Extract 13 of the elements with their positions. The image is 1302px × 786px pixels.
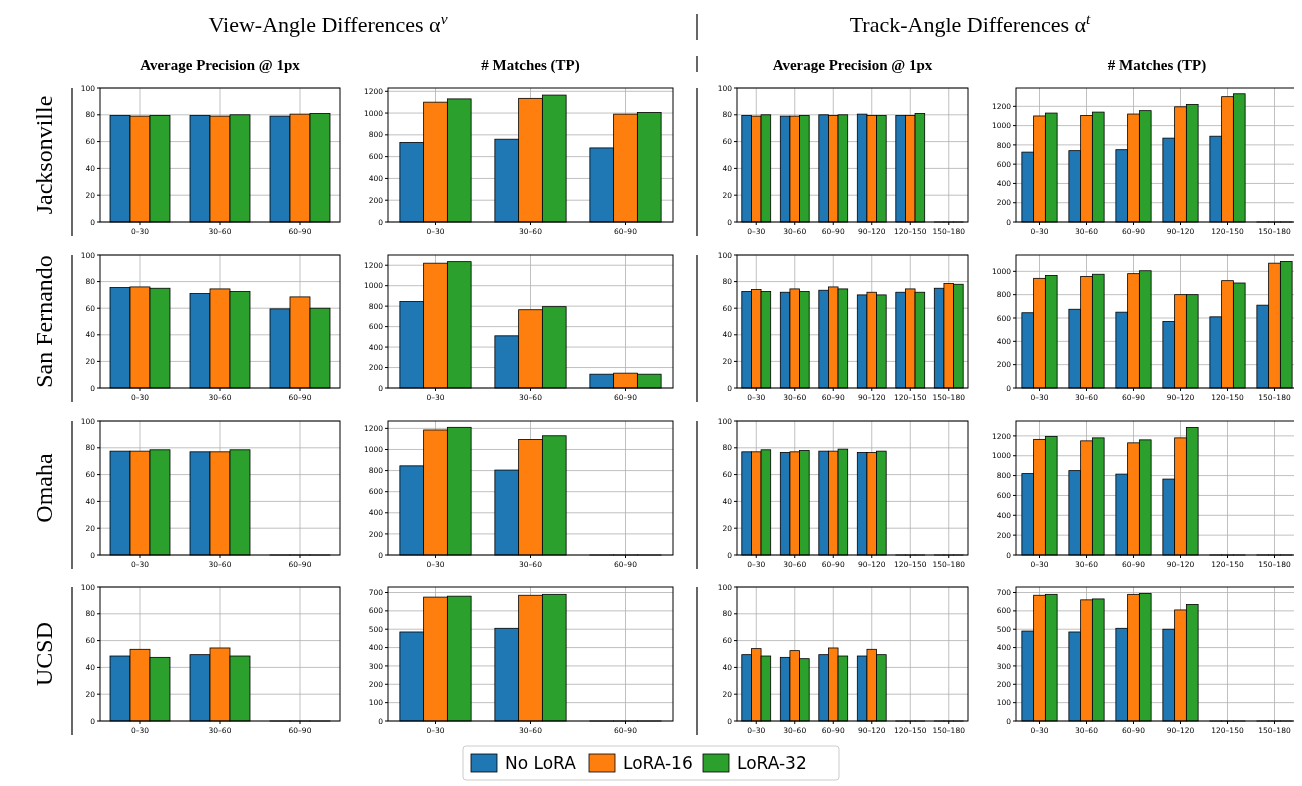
chart-title: # Matches (TP) [1107, 57, 1207, 74]
y-axis-title: San Fernando [31, 255, 57, 388]
chart-title: # Matches (TP) [481, 57, 580, 74]
y-axis-title: Jacksonville [31, 95, 57, 215]
chart-title: Average Precision @ 1px [140, 57, 301, 73]
legend-label: LoRA-16 [623, 753, 693, 773]
chart-title: Average Precision @ 1px [772, 57, 933, 73]
text: View-Angle Differences α$^{v}$ [208, 9, 448, 37]
legend-label: LoRA-32 [737, 753, 807, 773]
text: Track-Angle Differences α$^{t}$ [849, 9, 1092, 37]
y-axis-title: UCSD [31, 621, 57, 687]
legend-label: No LoRA [505, 753, 577, 773]
y-axis-title: Omaha [31, 453, 57, 523]
